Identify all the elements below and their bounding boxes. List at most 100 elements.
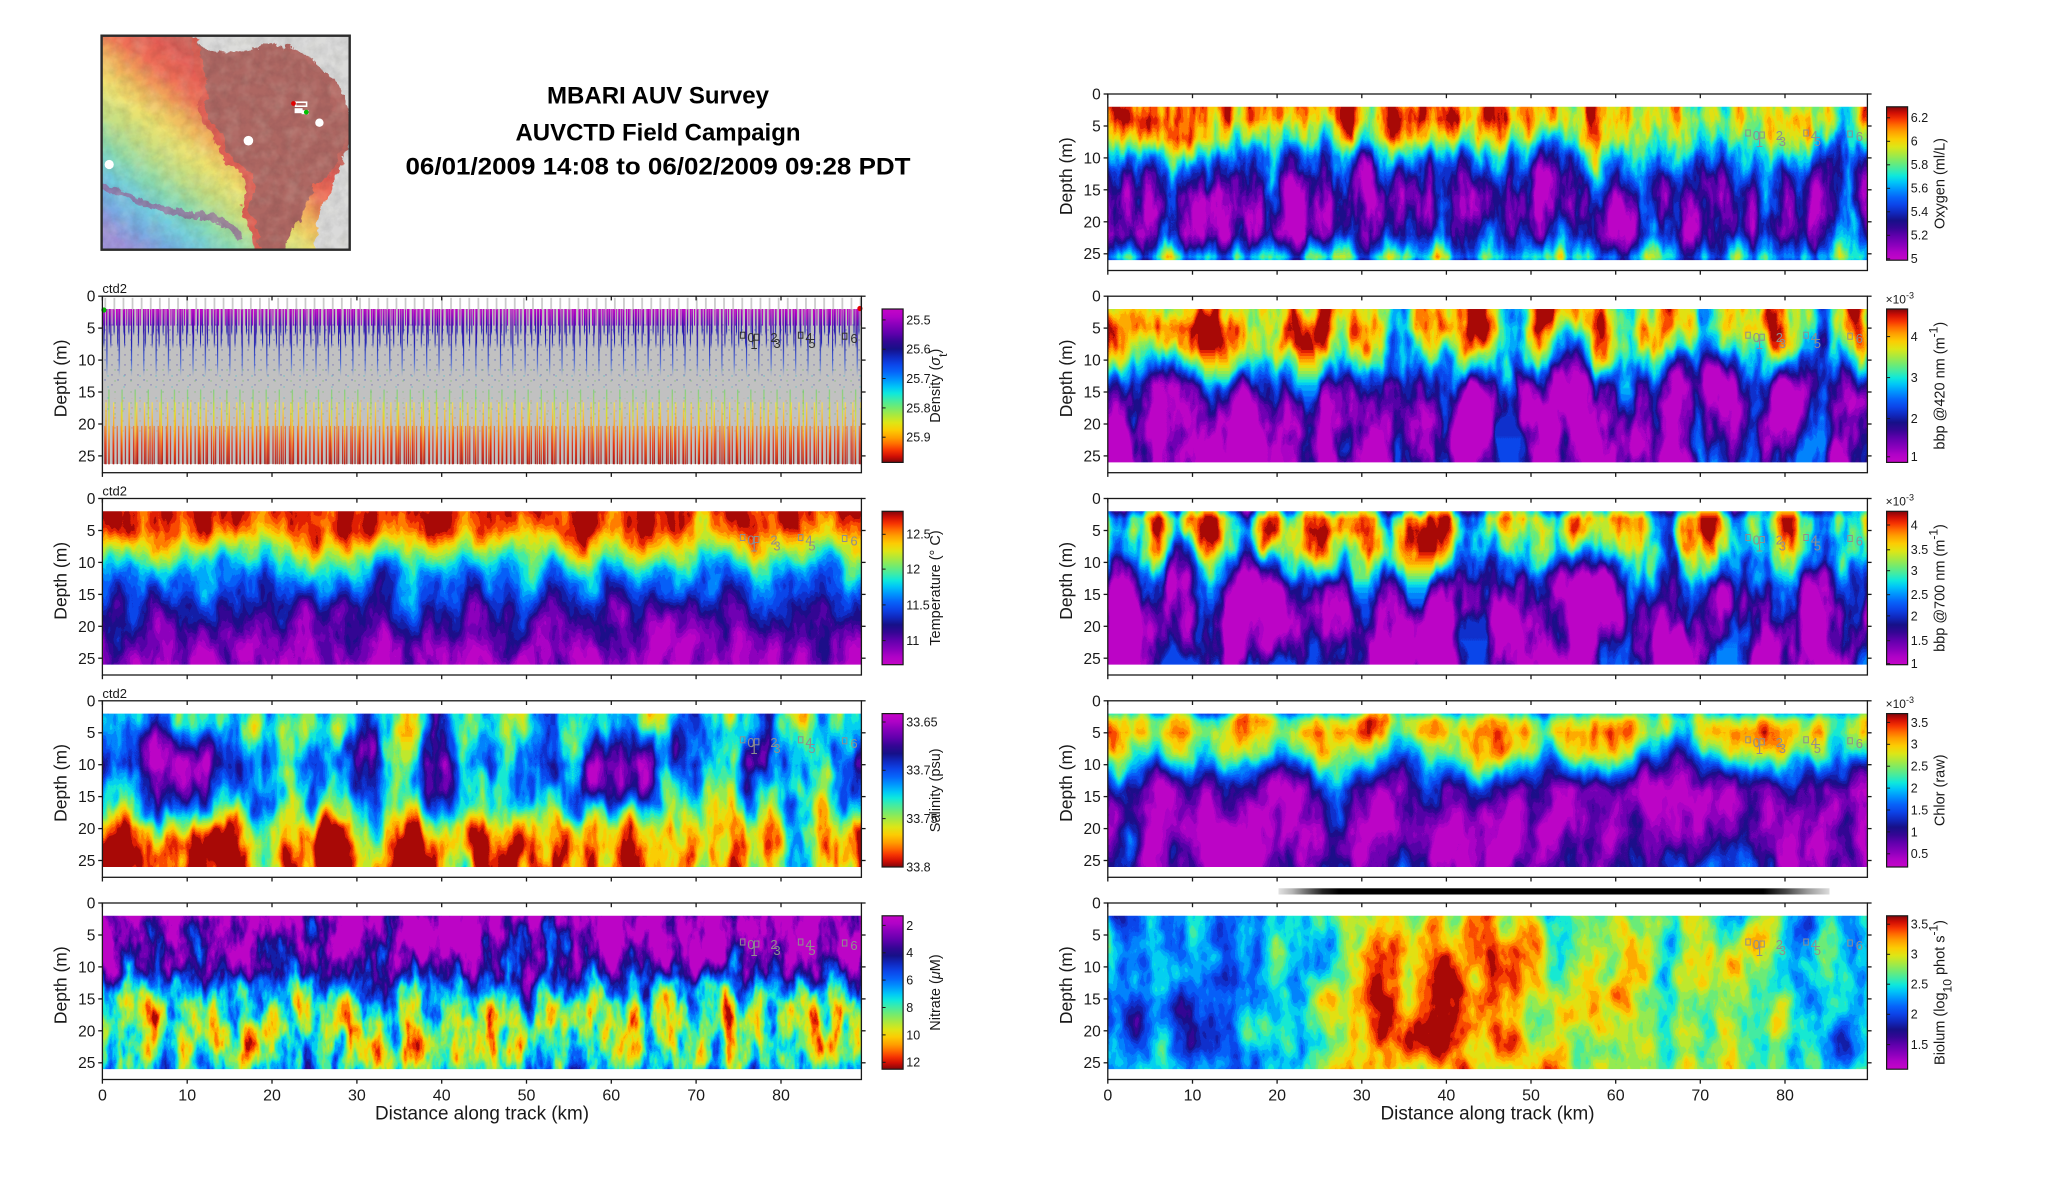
- svg-text:1: 1: [1756, 337, 1763, 352]
- svg-text:10: 10: [1084, 757, 1102, 774]
- svg-text:33.7: 33.7: [906, 764, 930, 778]
- svg-text:3: 3: [773, 943, 780, 958]
- svg-text:1: 1: [1911, 450, 1918, 464]
- svg-text:5: 5: [808, 336, 815, 351]
- svg-text:15: 15: [78, 385, 95, 402]
- svg-text:5.2: 5.2: [1911, 229, 1928, 243]
- svg-text:1: 1: [1911, 657, 1918, 671]
- svg-text:10: 10: [1184, 1087, 1202, 1104]
- svg-text:0: 0: [747, 330, 754, 345]
- svg-text:4: 4: [805, 937, 812, 952]
- svg-text:20: 20: [1084, 619, 1102, 636]
- svg-text:3: 3: [1779, 943, 1786, 958]
- svg-text:60: 60: [1607, 1087, 1625, 1104]
- svg-text:2: 2: [1776, 533, 1783, 548]
- svg-text:0: 0: [747, 735, 754, 750]
- svg-text:6: 6: [1856, 129, 1863, 144]
- svg-text:25.7: 25.7: [906, 372, 930, 386]
- svg-text:0: 0: [87, 693, 96, 710]
- svg-text:40: 40: [433, 1087, 451, 1104]
- svg-text:5.8: 5.8: [1911, 158, 1928, 172]
- svg-text:0: 0: [1753, 735, 1760, 750]
- svg-text:Nitrate (μM): Nitrate (μM): [928, 954, 944, 1030]
- svg-text:0.5: 0.5: [1911, 847, 1928, 861]
- svg-text:10: 10: [1084, 555, 1102, 572]
- svg-text:0: 0: [747, 937, 754, 952]
- svg-text:2: 2: [906, 919, 913, 933]
- svg-text:25: 25: [1084, 853, 1101, 870]
- svg-text:15: 15: [1084, 789, 1101, 806]
- svg-text:2.5: 2.5: [1911, 588, 1928, 602]
- svg-text:3: 3: [1779, 741, 1786, 756]
- svg-text:6: 6: [906, 974, 913, 988]
- svg-text:Salinity (psu): Salinity (psu): [928, 748, 944, 832]
- svg-text:33.75: 33.75: [906, 812, 937, 826]
- svg-text:2: 2: [770, 735, 777, 750]
- svg-text:5: 5: [1092, 118, 1101, 135]
- svg-text:3.5: 3.5: [1911, 918, 1928, 932]
- svg-text:1: 1: [1756, 540, 1763, 555]
- svg-text:20: 20: [263, 1087, 281, 1104]
- svg-text:1.5: 1.5: [1911, 634, 1928, 648]
- svg-text:15: 15: [1084, 182, 1101, 199]
- svg-text:6: 6: [850, 736, 857, 751]
- svg-text:ctd2: ctd2: [102, 686, 127, 701]
- svg-text:11.5: 11.5: [906, 598, 929, 612]
- svg-text:5: 5: [87, 928, 96, 945]
- svg-text:2: 2: [1911, 1008, 1918, 1022]
- svg-text:30: 30: [348, 1087, 366, 1104]
- svg-text:3: 3: [773, 336, 780, 351]
- svg-text:1: 1: [750, 540, 757, 555]
- svg-text:70: 70: [1691, 1087, 1709, 1104]
- svg-text:2: 2: [1776, 128, 1783, 143]
- svg-text:4: 4: [906, 946, 913, 960]
- svg-text:bbp @420 nm (m-1): bbp @420 nm (m-1): [1927, 322, 1949, 450]
- svg-text:10: 10: [1084, 353, 1102, 370]
- svg-text:0: 0: [747, 533, 754, 548]
- svg-text:60: 60: [602, 1087, 620, 1104]
- svg-text:1: 1: [1756, 135, 1763, 150]
- svg-text:10: 10: [78, 757, 96, 774]
- svg-text:6: 6: [1856, 331, 1863, 346]
- svg-text:0: 0: [87, 289, 96, 306]
- svg-text:5: 5: [1814, 539, 1821, 554]
- svg-text:12: 12: [906, 1056, 920, 1070]
- svg-text:15: 15: [1084, 991, 1101, 1008]
- svg-text:MBARI AUV Survey: MBARI AUV Survey: [547, 83, 769, 110]
- svg-text:10: 10: [178, 1087, 196, 1104]
- svg-text:2: 2: [1911, 782, 1918, 796]
- svg-text:10: 10: [78, 959, 96, 976]
- svg-text:5.6: 5.6: [1911, 182, 1928, 196]
- svg-text:06/01/2009 14:08 to 06/02/2009: 06/01/2009 14:08 to 06/02/2009 09:28 PDT: [406, 154, 911, 181]
- svg-text:15: 15: [78, 587, 95, 604]
- svg-text:Chlor (raw): Chlor (raw): [1933, 754, 1949, 826]
- svg-text:1: 1: [1911, 825, 1918, 839]
- svg-text:6: 6: [850, 938, 857, 953]
- svg-text:3.5: 3.5: [1911, 716, 1928, 730]
- svg-text:0: 0: [1103, 1087, 1112, 1104]
- svg-text:Depth (m): Depth (m): [1056, 542, 1076, 620]
- svg-text:5: 5: [87, 523, 96, 540]
- svg-text:5: 5: [1092, 725, 1101, 742]
- svg-text:2: 2: [770, 330, 777, 345]
- svg-text:10: 10: [78, 555, 96, 572]
- svg-text:25.6: 25.6: [906, 343, 930, 357]
- svg-text:2: 2: [1911, 412, 1918, 426]
- svg-text:4: 4: [1811, 533, 1818, 548]
- svg-text:2: 2: [1911, 609, 1918, 623]
- svg-text:6: 6: [850, 331, 857, 346]
- svg-text:5: 5: [808, 741, 815, 756]
- svg-text:Depth (m): Depth (m): [50, 744, 70, 822]
- svg-text:25: 25: [1084, 448, 1101, 465]
- svg-text:10: 10: [78, 353, 96, 370]
- svg-text:0: 0: [1092, 896, 1101, 913]
- svg-text:25.5: 25.5: [906, 313, 930, 327]
- svg-text:0: 0: [1753, 937, 1760, 952]
- svg-text:20: 20: [1084, 214, 1102, 231]
- svg-text:Depth (m): Depth (m): [1056, 946, 1076, 1024]
- svg-text:3: 3: [1911, 948, 1918, 962]
- svg-text:50: 50: [1522, 1087, 1540, 1104]
- svg-text:3: 3: [773, 741, 780, 756]
- svg-text:4: 4: [805, 330, 812, 345]
- svg-text:5: 5: [1814, 741, 1821, 756]
